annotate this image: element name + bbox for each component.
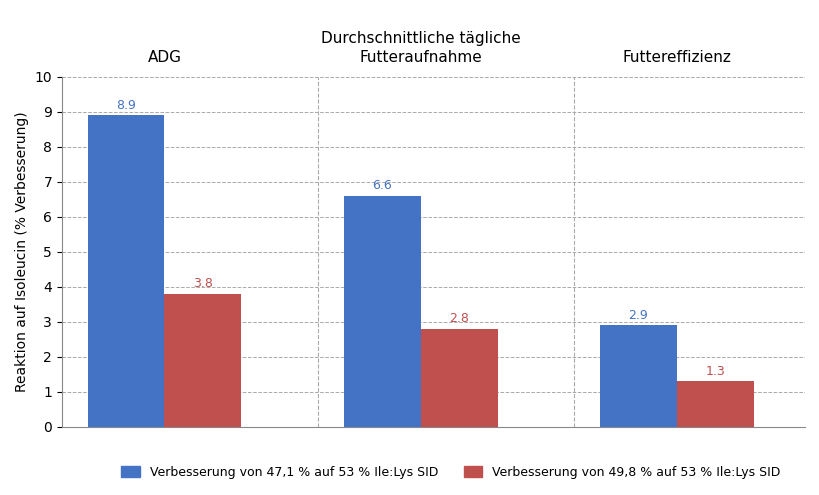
Text: Durchschnittliche tägliche
Futteraufnahme: Durchschnittliche tägliche Futteraufnahm…	[320, 31, 520, 64]
Text: 8.9: 8.9	[115, 99, 136, 112]
Legend: Verbesserung von 47,1 % auf 53 % Ile:Lys SID, Verbesserung von 49,8 % auf 53 % I: Verbesserung von 47,1 % auf 53 % Ile:Lys…	[116, 461, 785, 484]
Bar	[420, 329, 497, 427]
Text: 2.9: 2.9	[628, 309, 648, 322]
Text: 1.3: 1.3	[704, 365, 724, 378]
Bar	[600, 325, 676, 427]
Text: ADG: ADG	[147, 50, 181, 64]
Text: Futtereffizienz: Futtereffizienz	[622, 50, 731, 64]
Bar	[88, 115, 164, 427]
Bar	[164, 294, 241, 427]
Y-axis label: Reaktion auf Isoleucin (% Verbesserung): Reaktion auf Isoleucin (% Verbesserung)	[15, 111, 29, 392]
Text: 2.8: 2.8	[449, 312, 468, 325]
Bar	[343, 196, 420, 427]
Text: 3.8: 3.8	[192, 277, 212, 291]
Text: 6.6: 6.6	[372, 179, 391, 193]
Bar	[676, 382, 753, 427]
